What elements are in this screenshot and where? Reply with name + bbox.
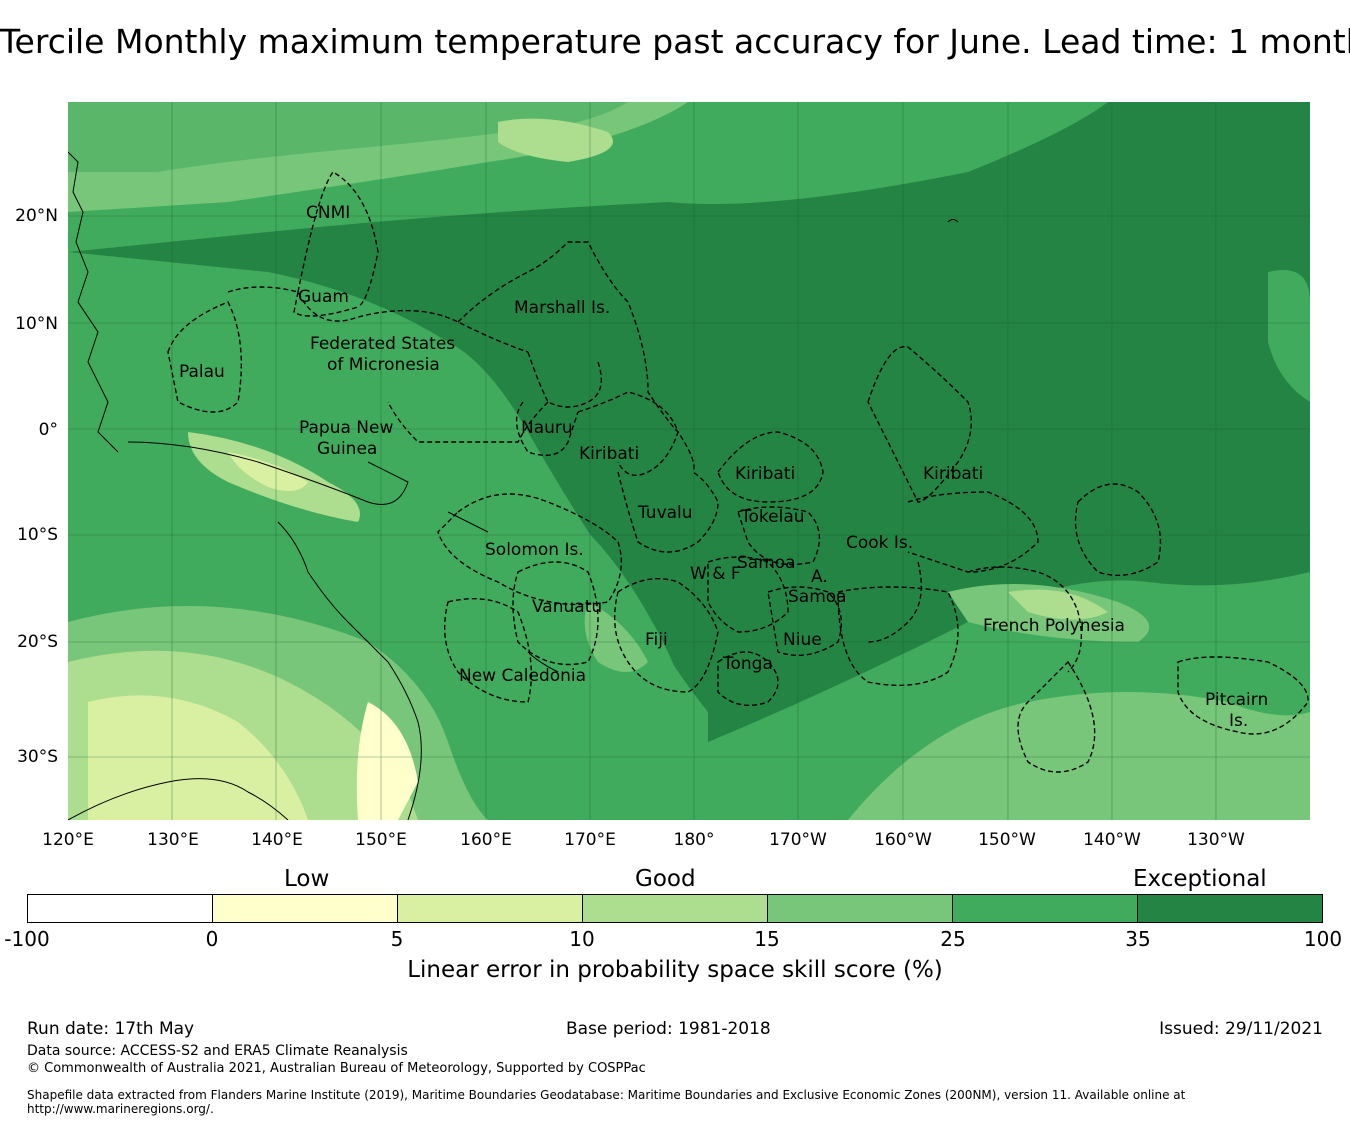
- colorbar-category-low: Low: [284, 866, 330, 892]
- region-label-american-samoa-1: A.: [811, 567, 828, 587]
- colorbar-tick-35: 35: [1125, 927, 1151, 951]
- lon-tick-140w: 140°W: [1083, 830, 1141, 850]
- region-label-french-polynesia: French Polynesia: [983, 616, 1125, 636]
- colorbar-tick-0: 0: [205, 927, 219, 951]
- region-label-samoa: Samoa: [737, 553, 796, 573]
- skill-field-australia-low: [88, 695, 308, 820]
- region-label-marshall: Marshall Is.: [514, 298, 610, 318]
- skill-map: CNMI Guam Marshall Is. Federated States …: [68, 102, 1310, 820]
- lon-tick-180: 180°: [673, 830, 715, 850]
- colorbar-segment-3: [398, 895, 583, 922]
- region-label-new-caledonia: New Caledonia: [459, 666, 586, 686]
- lat-tick-20n: 20°N: [15, 206, 58, 226]
- colorbar-tick-15: 15: [754, 927, 780, 951]
- colorbar-tick-100: 100: [1303, 927, 1343, 951]
- lon-tick-160w: 160°W: [874, 830, 932, 850]
- colorbar-segment-1: [28, 895, 213, 922]
- copyright: © Commonwealth of Australia 2021, Austra…: [27, 1061, 646, 1076]
- skill-field-png-low: [228, 452, 308, 491]
- region-label-png-2: Guinea: [317, 439, 377, 459]
- colorbar-segment-2: [213, 895, 398, 922]
- lon-tick-160e: 160°E: [460, 830, 512, 850]
- colorbar-tick-25: 25: [940, 927, 966, 951]
- region-label-tokelau: Tokelau: [740, 507, 805, 527]
- eez-boundaries: [167, 171, 1309, 773]
- map-title: Tercile Monthly maximum temperature past…: [0, 22, 1350, 61]
- region-label-png-1: Papua New: [299, 418, 393, 438]
- skill-field-fp-mid: [1008, 589, 1108, 620]
- region-label-fiji: Fiji: [645, 630, 668, 650]
- skill-field-fiji-good: [584, 602, 648, 672]
- skill-field-australia-lowest: [356, 702, 418, 820]
- colorbar-segment-4: [583, 895, 768, 922]
- map-svg: CNMI Guam Marshall Is. Federated States …: [68, 102, 1310, 820]
- lon-tick-120e: 120°E: [42, 830, 94, 850]
- colorbar-segment-7: [1138, 895, 1322, 922]
- lat-tick-20s: 20°S: [17, 632, 58, 652]
- lat-tick-10s: 10°S: [17, 525, 58, 545]
- coastlines: [68, 151, 959, 820]
- lat-tick-0: 0°: [38, 420, 58, 440]
- colorbar-tick-minus100: -100: [4, 927, 50, 951]
- region-label-nauru: Nauru: [521, 418, 573, 438]
- lon-tick-140e: 140°E: [251, 830, 303, 850]
- skill-field-south-good: [848, 692, 1310, 820]
- lon-tick-130e: 130°E: [147, 830, 199, 850]
- colorbar-category-exceptional: Exceptional: [1133, 866, 1267, 892]
- region-label-solomon: Solomon Is.: [485, 540, 584, 560]
- region-label-kiribati-west: Kiribati: [579, 444, 639, 464]
- colorbar-label: Linear error in probability space skill …: [407, 957, 943, 983]
- region-label-niue: Niue: [783, 630, 822, 650]
- run-date: Run date: 17th May: [27, 1019, 195, 1039]
- colorbar-segment-5: [768, 895, 953, 922]
- region-label-tuvalu: Tuvalu: [637, 503, 693, 523]
- skill-field-north-patch: [68, 102, 628, 172]
- data-source: Data source: ACCESS-S2 and ERA5 Climate …: [27, 1043, 408, 1059]
- lon-tick-170e: 170°E: [564, 830, 616, 850]
- region-label-wallis-futuna: W & F: [690, 564, 741, 584]
- lon-tick-170w: 170°W: [769, 830, 827, 850]
- region-label-pitcairn-2: Is.: [1229, 711, 1248, 731]
- lat-tick-10n: 10°N: [15, 314, 58, 334]
- colorbar-category-good: Good: [635, 866, 696, 892]
- region-label-cnmi: CNMI: [306, 203, 350, 223]
- issued-date: Issued: 29/11/2021: [1159, 1019, 1323, 1039]
- lon-tick-150w: 150°W: [978, 830, 1036, 850]
- lat-tick-30s: 30°S: [17, 747, 58, 767]
- region-label-fsm-2: of Micronesia: [327, 355, 440, 375]
- region-label-tonga: Tonga: [722, 654, 773, 674]
- graticule: [68, 102, 1310, 820]
- region-label-palau: Palau: [179, 362, 225, 382]
- skill-field-north-light: [498, 118, 613, 162]
- colorbar-tick-10: 10: [569, 927, 595, 951]
- lon-tick-150e: 150°E: [355, 830, 407, 850]
- shapefile-credit: Shapefile data extracted from Flanders M…: [27, 1088, 1186, 1116]
- region-label-cook: Cook Is.: [846, 533, 913, 553]
- region-labels: CNMI Guam Marshall Is. Federated States …: [179, 203, 1268, 731]
- skill-field-east-patch: [1268, 270, 1310, 402]
- lon-tick-130w: 130°W: [1187, 830, 1245, 850]
- colorbar: [27, 894, 1323, 923]
- region-label-vanuatu: Vanuatu: [532, 597, 602, 617]
- colorbar-segment-6: [953, 895, 1138, 922]
- region-label-fsm-1: Federated States: [310, 334, 455, 354]
- region-label-guam: Guam: [298, 287, 349, 307]
- base-period: Base period: 1981-2018: [566, 1019, 771, 1039]
- colorbar-tick-5: 5: [390, 927, 404, 951]
- region-label-pitcairn-1: Pitcairn: [1205, 690, 1268, 710]
- region-label-american-samoa-2: Samoa: [788, 587, 847, 607]
- region-label-kiribati-central: Kiribati: [735, 464, 795, 484]
- region-label-kiribati-east: Kiribati: [923, 464, 983, 484]
